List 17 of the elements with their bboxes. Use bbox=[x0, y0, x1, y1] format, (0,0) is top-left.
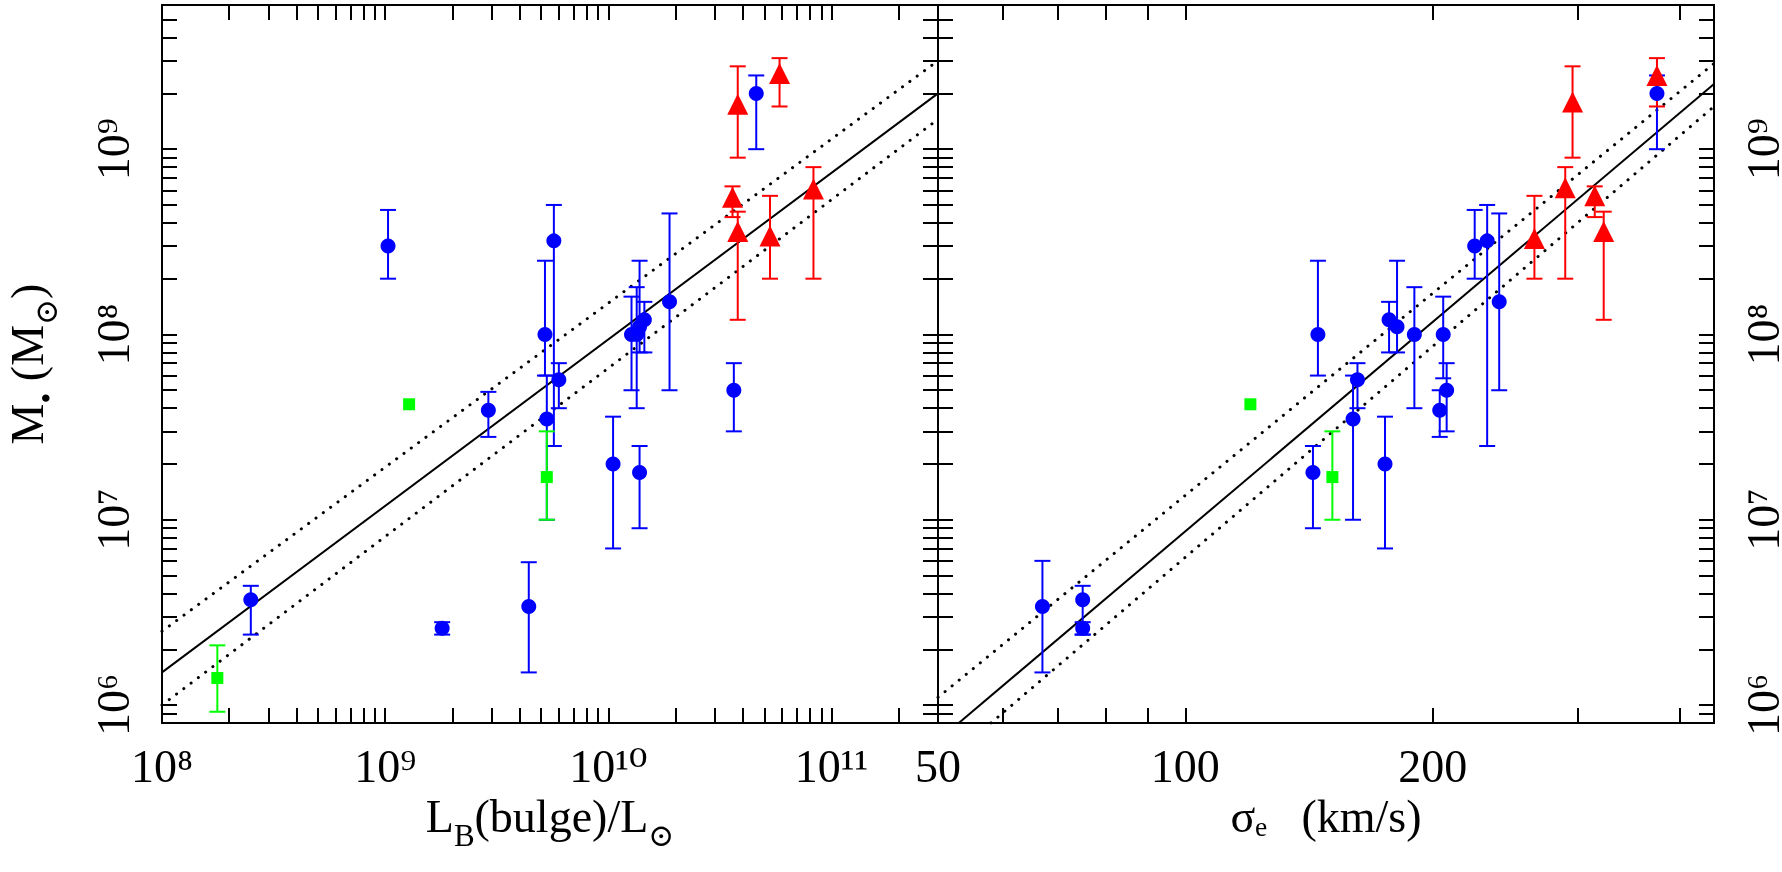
y-tick-label: 10⁶ bbox=[1737, 674, 1782, 737]
y-tick-label: 10⁸ bbox=[1737, 303, 1782, 366]
y-axis-title: M• (M⊙) bbox=[2, 283, 64, 445]
x-tick-label: 100 bbox=[1150, 740, 1220, 792]
x-tick-label: 10¹⁰ bbox=[569, 740, 648, 792]
x-tick-label: 10⁹ bbox=[354, 740, 417, 792]
y-tick-label: 10⁸ bbox=[87, 303, 139, 366]
x-tick-label: 50 bbox=[915, 740, 961, 792]
y-tick-label: 10⁹ bbox=[87, 118, 139, 181]
x-tick-label: 10⁸ bbox=[130, 740, 194, 792]
x-tick-label: 10¹¹ bbox=[794, 740, 869, 792]
y-tick-label: 10⁶ bbox=[87, 674, 139, 737]
x-tick-label: 200 bbox=[1398, 740, 1468, 792]
y-tick-label: 10⁷ bbox=[1737, 488, 1782, 551]
y-tick-label: 10⁷ bbox=[87, 488, 139, 551]
x-axis-title: σₑ (km/s) bbox=[1230, 791, 1422, 843]
y-tick-label: 10⁹ bbox=[1737, 118, 1782, 181]
